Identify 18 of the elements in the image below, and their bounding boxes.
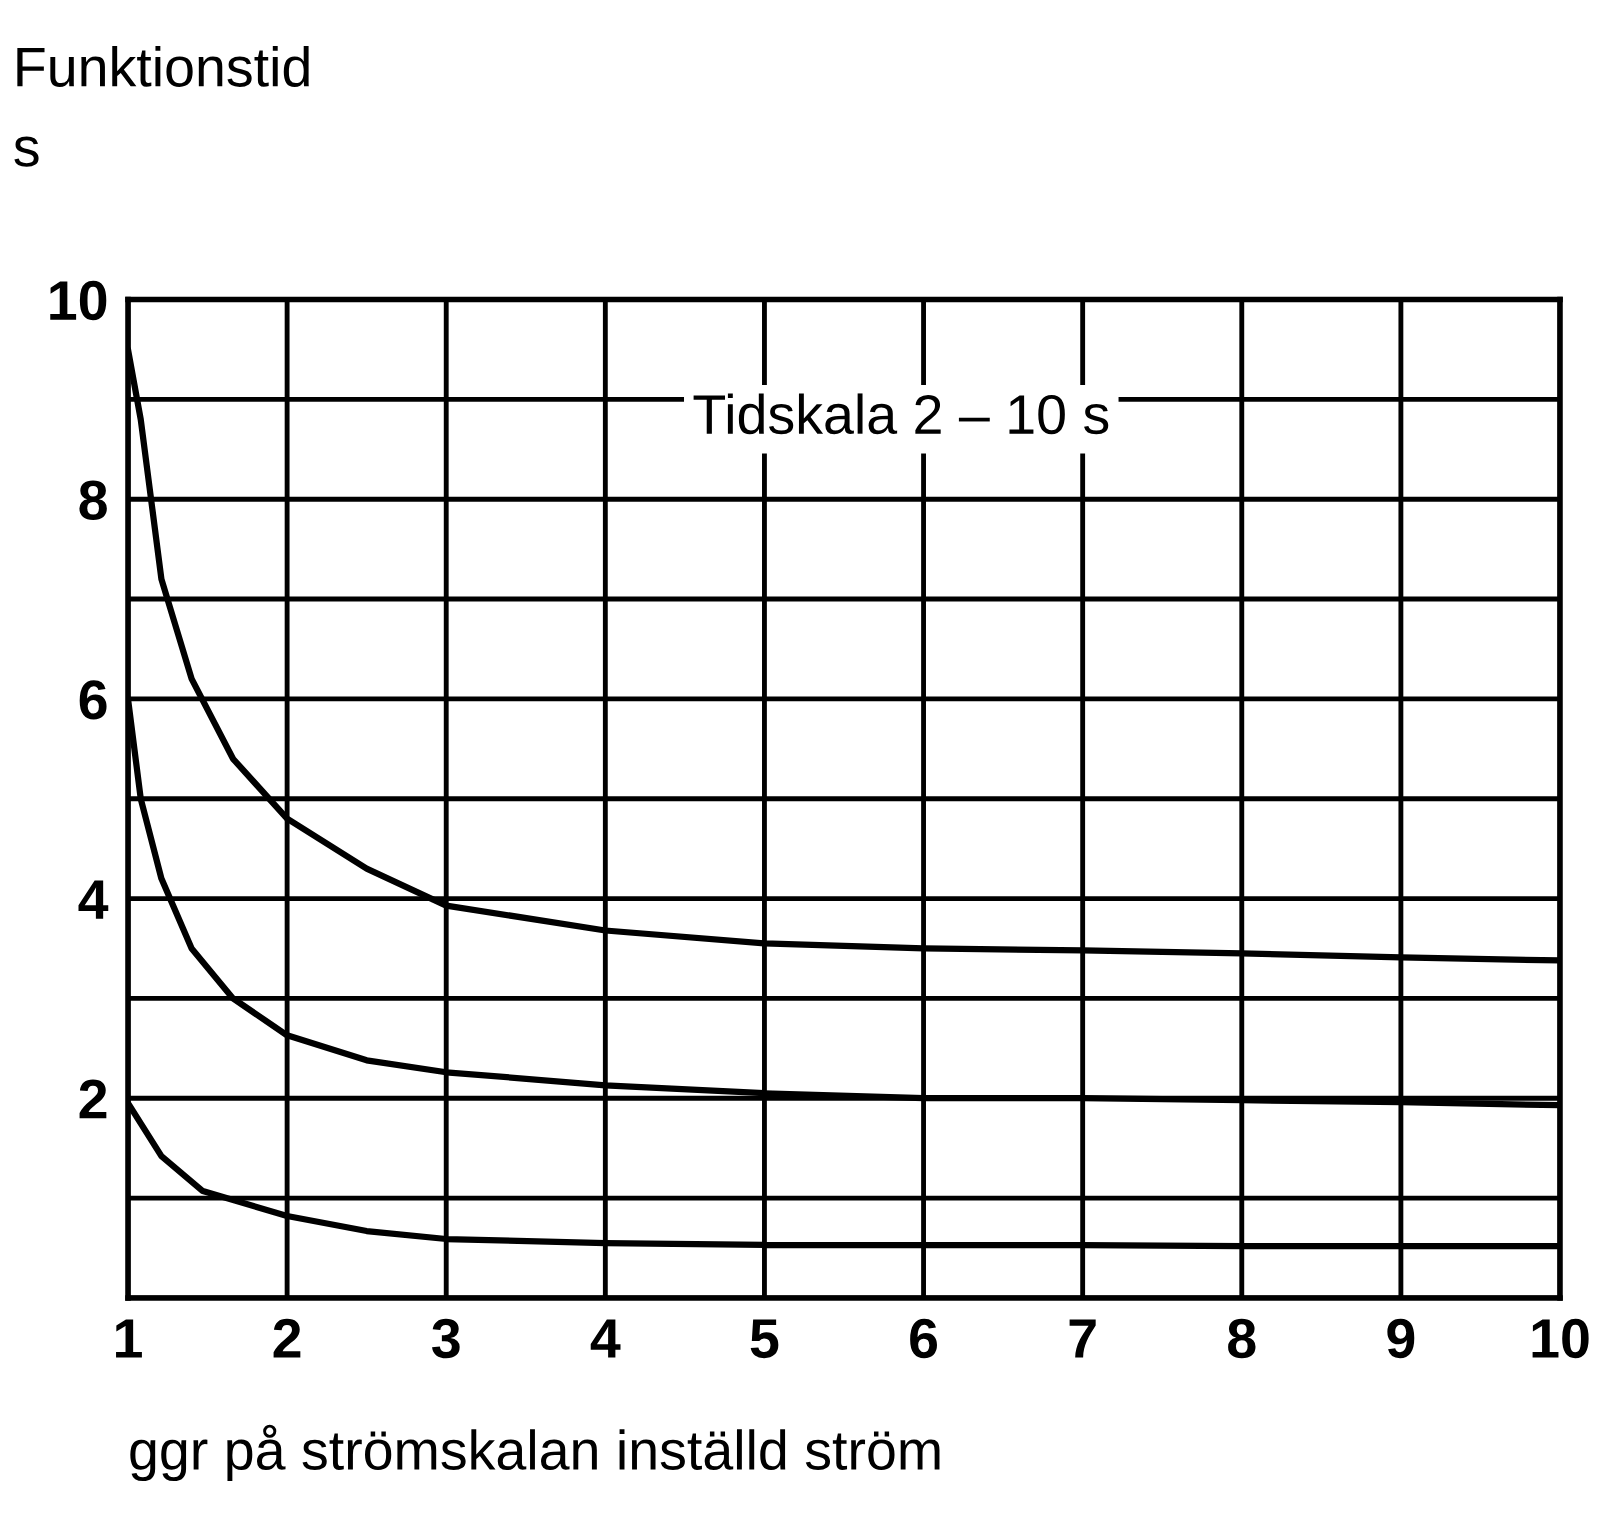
- y-tick-label: 6: [79, 680, 107, 720]
- x-tick-label: 8: [1228, 1318, 1256, 1359]
- y-axis-title: Funktionstid s: [14, 46, 309, 167]
- y-tick-label: 4: [78, 880, 109, 919]
- x-tick-label: 10: [1532, 1318, 1589, 1359]
- x-tick-label: 4: [590, 1319, 621, 1358]
- x-tick-label: 2: [273, 1318, 301, 1358]
- x-tick-label: 3: [432, 1318, 460, 1359]
- x-tick-label: 1: [116, 1319, 142, 1358]
- y-tick-label: 8: [79, 480, 107, 520]
- x-tick-label: 9: [1387, 1318, 1415, 1359]
- x-tick-label: 7: [1069, 1319, 1096, 1358]
- annotation: Tidskala 2 – 10 s: [693, 393, 1109, 435]
- y-tick-label: 10: [50, 280, 107, 321]
- x-tick-label: 6: [910, 1318, 937, 1359]
- x-axis-title: ggr på strömskalan inställd ström: [130, 1424, 940, 1482]
- x-tick-label: 5: [750, 1319, 779, 1359]
- y-tick-label: 2: [79, 1079, 107, 1119]
